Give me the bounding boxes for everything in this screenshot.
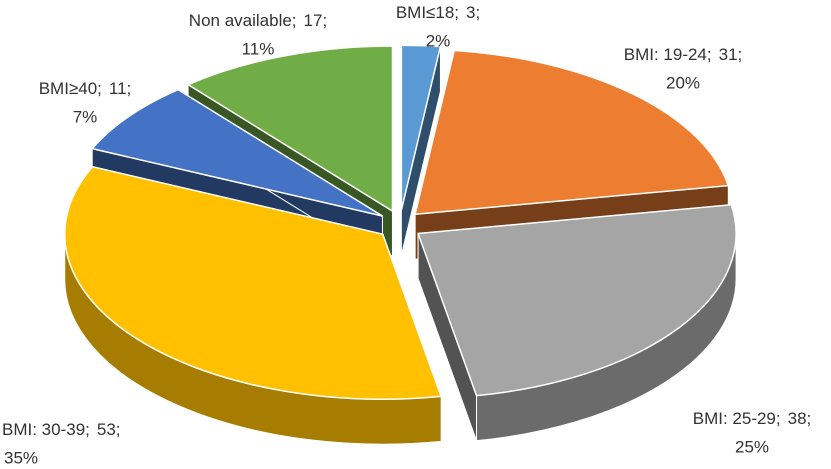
value-label: 3; <box>466 3 480 22</box>
slice-top <box>63 165 443 400</box>
slice-top <box>414 49 730 216</box>
slice <box>417 203 737 442</box>
data-label: BMI: 19-24; 31; <box>624 45 743 64</box>
value-label: 17; <box>304 11 328 30</box>
category-label: Non available; <box>189 11 297 30</box>
value-label: 31; <box>719 45 743 64</box>
percent-label: 7% <box>73 107 98 126</box>
slice <box>63 165 443 445</box>
percent-label: 35% <box>4 448 38 467</box>
percent-label: 25% <box>735 437 769 456</box>
value-label: 11; <box>109 79 131 98</box>
data-label: BMI≥40; 11; <box>39 79 132 98</box>
data-label: Non available; 17; <box>189 11 327 30</box>
category-label: BMI: 30-39; <box>2 420 90 439</box>
percent-label: 20% <box>666 73 700 92</box>
percent-label: 11% <box>242 39 275 58</box>
data-label: BMI: 25-29; 38; <box>693 409 812 428</box>
category-label: BMI≤18; <box>396 3 459 22</box>
percent-label: 2% <box>426 31 451 50</box>
slice-top <box>417 203 737 397</box>
slice <box>400 44 442 256</box>
value-label: 38; <box>788 409 812 428</box>
slice-top <box>400 44 442 211</box>
value-label: 53; <box>97 420 121 439</box>
category-label: BMI: 25-29; <box>693 409 781 428</box>
data-label: BMI≤18; 3; <box>396 3 480 22</box>
category-label: BMI≥40; <box>39 79 102 98</box>
data-label: BMI: 30-39; 53; <box>2 420 121 439</box>
slice-top <box>186 45 394 213</box>
slice-top <box>90 88 383 217</box>
category-label: BMI: 19-24; <box>624 45 712 64</box>
